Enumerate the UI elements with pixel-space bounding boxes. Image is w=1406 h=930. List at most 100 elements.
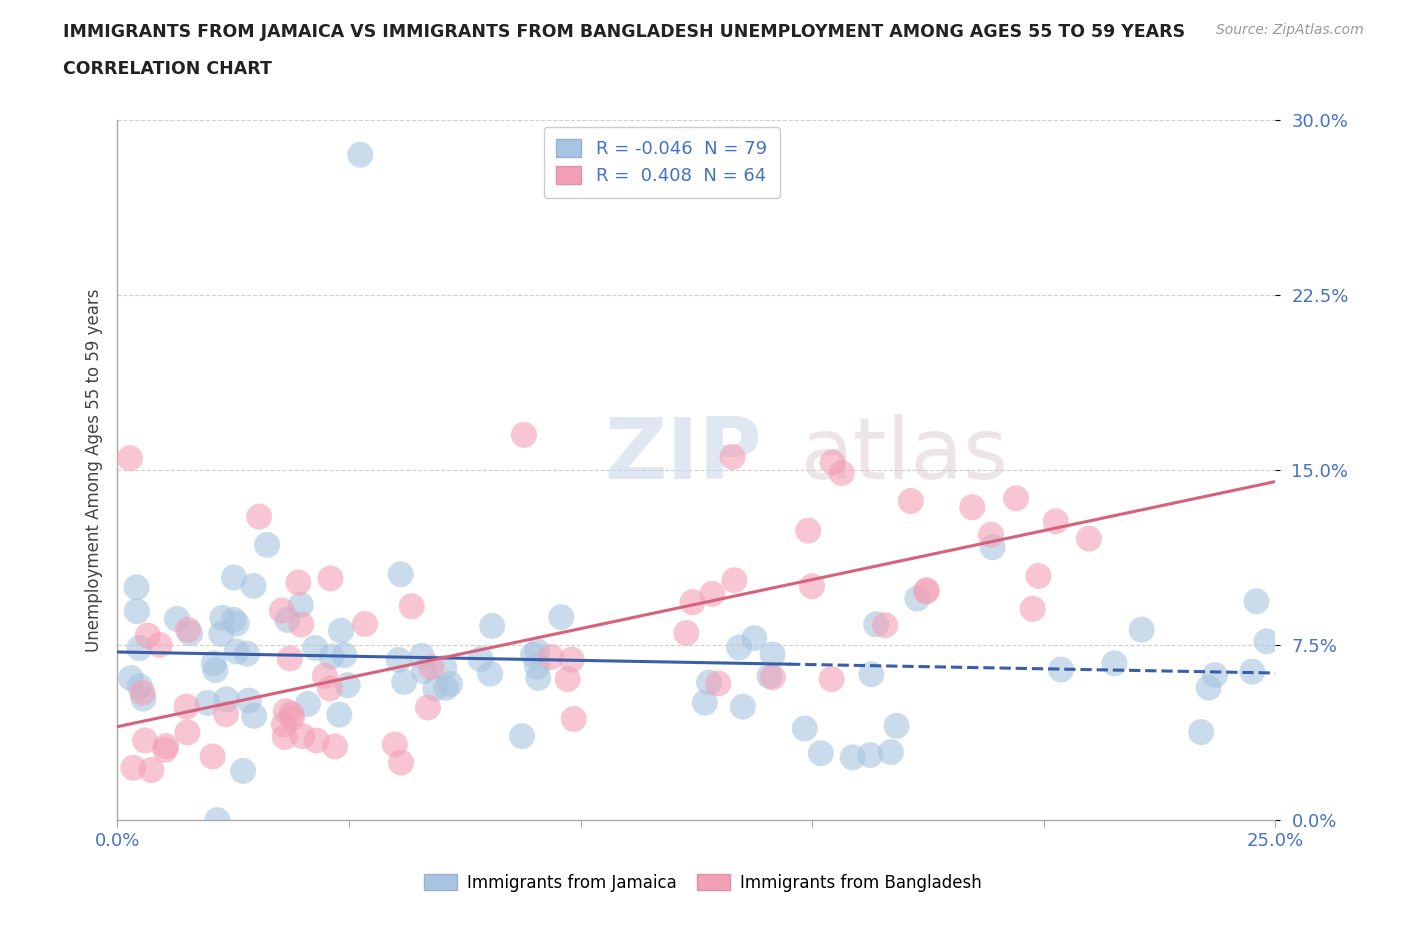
Point [479, 666, 502, 681]
Point [793, 721, 815, 736]
Point [1130, 622, 1153, 637]
Point [155, 738, 177, 753]
Point [222, 570, 245, 585]
Point [333, 647, 356, 662]
Point [201, 749, 224, 764]
Point [693, 696, 716, 711]
Point [134, 733, 156, 748]
Point [1078, 531, 1101, 546]
Point [179, 626, 201, 641]
Point [125, 604, 148, 618]
Point [915, 583, 938, 598]
Point [562, 711, 585, 726]
Point [166, 611, 188, 626]
Point [980, 527, 1002, 542]
Point [274, 704, 297, 719]
Point [1256, 634, 1278, 649]
Point [880, 745, 903, 760]
Point [280, 706, 302, 721]
Point [810, 746, 832, 761]
Point [1104, 656, 1126, 671]
Point [177, 622, 200, 637]
Point [131, 685, 153, 700]
Point [125, 580, 148, 595]
Text: atlas: atlas [800, 415, 1008, 498]
Point [215, 707, 238, 722]
Point [314, 669, 336, 684]
Point [526, 644, 548, 658]
Point [960, 499, 983, 514]
Point [290, 618, 312, 632]
Point [215, 692, 238, 707]
Point [1204, 668, 1226, 683]
Point [304, 641, 326, 656]
Point [323, 739, 346, 754]
Point [900, 494, 922, 509]
Point [557, 671, 579, 686]
Point [207, 813, 229, 828]
Y-axis label: Unemployment Among Ages 55 to 59 years: Unemployment Among Ages 55 to 59 years [86, 288, 103, 652]
Point [209, 627, 232, 642]
Point [276, 613, 298, 628]
Point [238, 693, 260, 708]
Point [801, 578, 824, 593]
Point [291, 728, 314, 743]
Point [707, 676, 730, 691]
Point [697, 675, 720, 690]
Point [723, 573, 745, 588]
Point [122, 761, 145, 776]
Point [721, 449, 744, 464]
Point [222, 612, 245, 627]
Point [197, 696, 219, 711]
Point [470, 652, 492, 667]
Point [211, 610, 233, 625]
Point [1189, 724, 1212, 739]
Point [287, 575, 309, 590]
Point [550, 610, 572, 625]
Point [1246, 594, 1268, 609]
Point [349, 147, 371, 162]
Point [522, 647, 544, 662]
Point [875, 618, 897, 632]
Point [561, 652, 583, 667]
Point [434, 681, 457, 696]
Point [136, 628, 159, 643]
Point [242, 578, 264, 593]
Point [270, 604, 292, 618]
Point [305, 733, 328, 748]
Point [865, 617, 887, 631]
Point [758, 669, 780, 684]
Text: ZIP: ZIP [603, 415, 762, 498]
Legend: R = -0.046  N = 79, R =  0.408  N = 64: R = -0.046 N = 79, R = 0.408 N = 64 [544, 126, 780, 198]
Point [273, 717, 295, 732]
Point [153, 742, 176, 757]
Point [202, 656, 225, 671]
Point [411, 648, 433, 663]
Point [388, 653, 411, 668]
Point [128, 679, 150, 694]
Point [297, 697, 319, 711]
Point [702, 587, 724, 602]
Point [118, 451, 141, 466]
Point [416, 700, 439, 715]
Point [401, 599, 423, 614]
Text: IMMIGRANTS FROM JAMAICA VS IMMIGRANTS FROM BANGLADESH UNEMPLOYMENT AMONG AGES 55: IMMIGRANTS FROM JAMAICA VS IMMIGRANTS FR… [63, 23, 1185, 41]
Point [232, 764, 254, 778]
Point [527, 671, 550, 685]
Point [831, 466, 853, 481]
Point [841, 750, 863, 764]
Point [319, 681, 342, 696]
Point [256, 538, 278, 552]
Point [225, 644, 247, 658]
Point [278, 651, 301, 666]
Point [273, 729, 295, 744]
Point [1045, 514, 1067, 529]
Point [132, 691, 155, 706]
Point [389, 755, 412, 770]
Point [128, 641, 150, 656]
Point [321, 649, 343, 664]
Point [204, 663, 226, 678]
Point [1028, 568, 1050, 583]
Point [675, 626, 697, 641]
Point [821, 455, 844, 470]
